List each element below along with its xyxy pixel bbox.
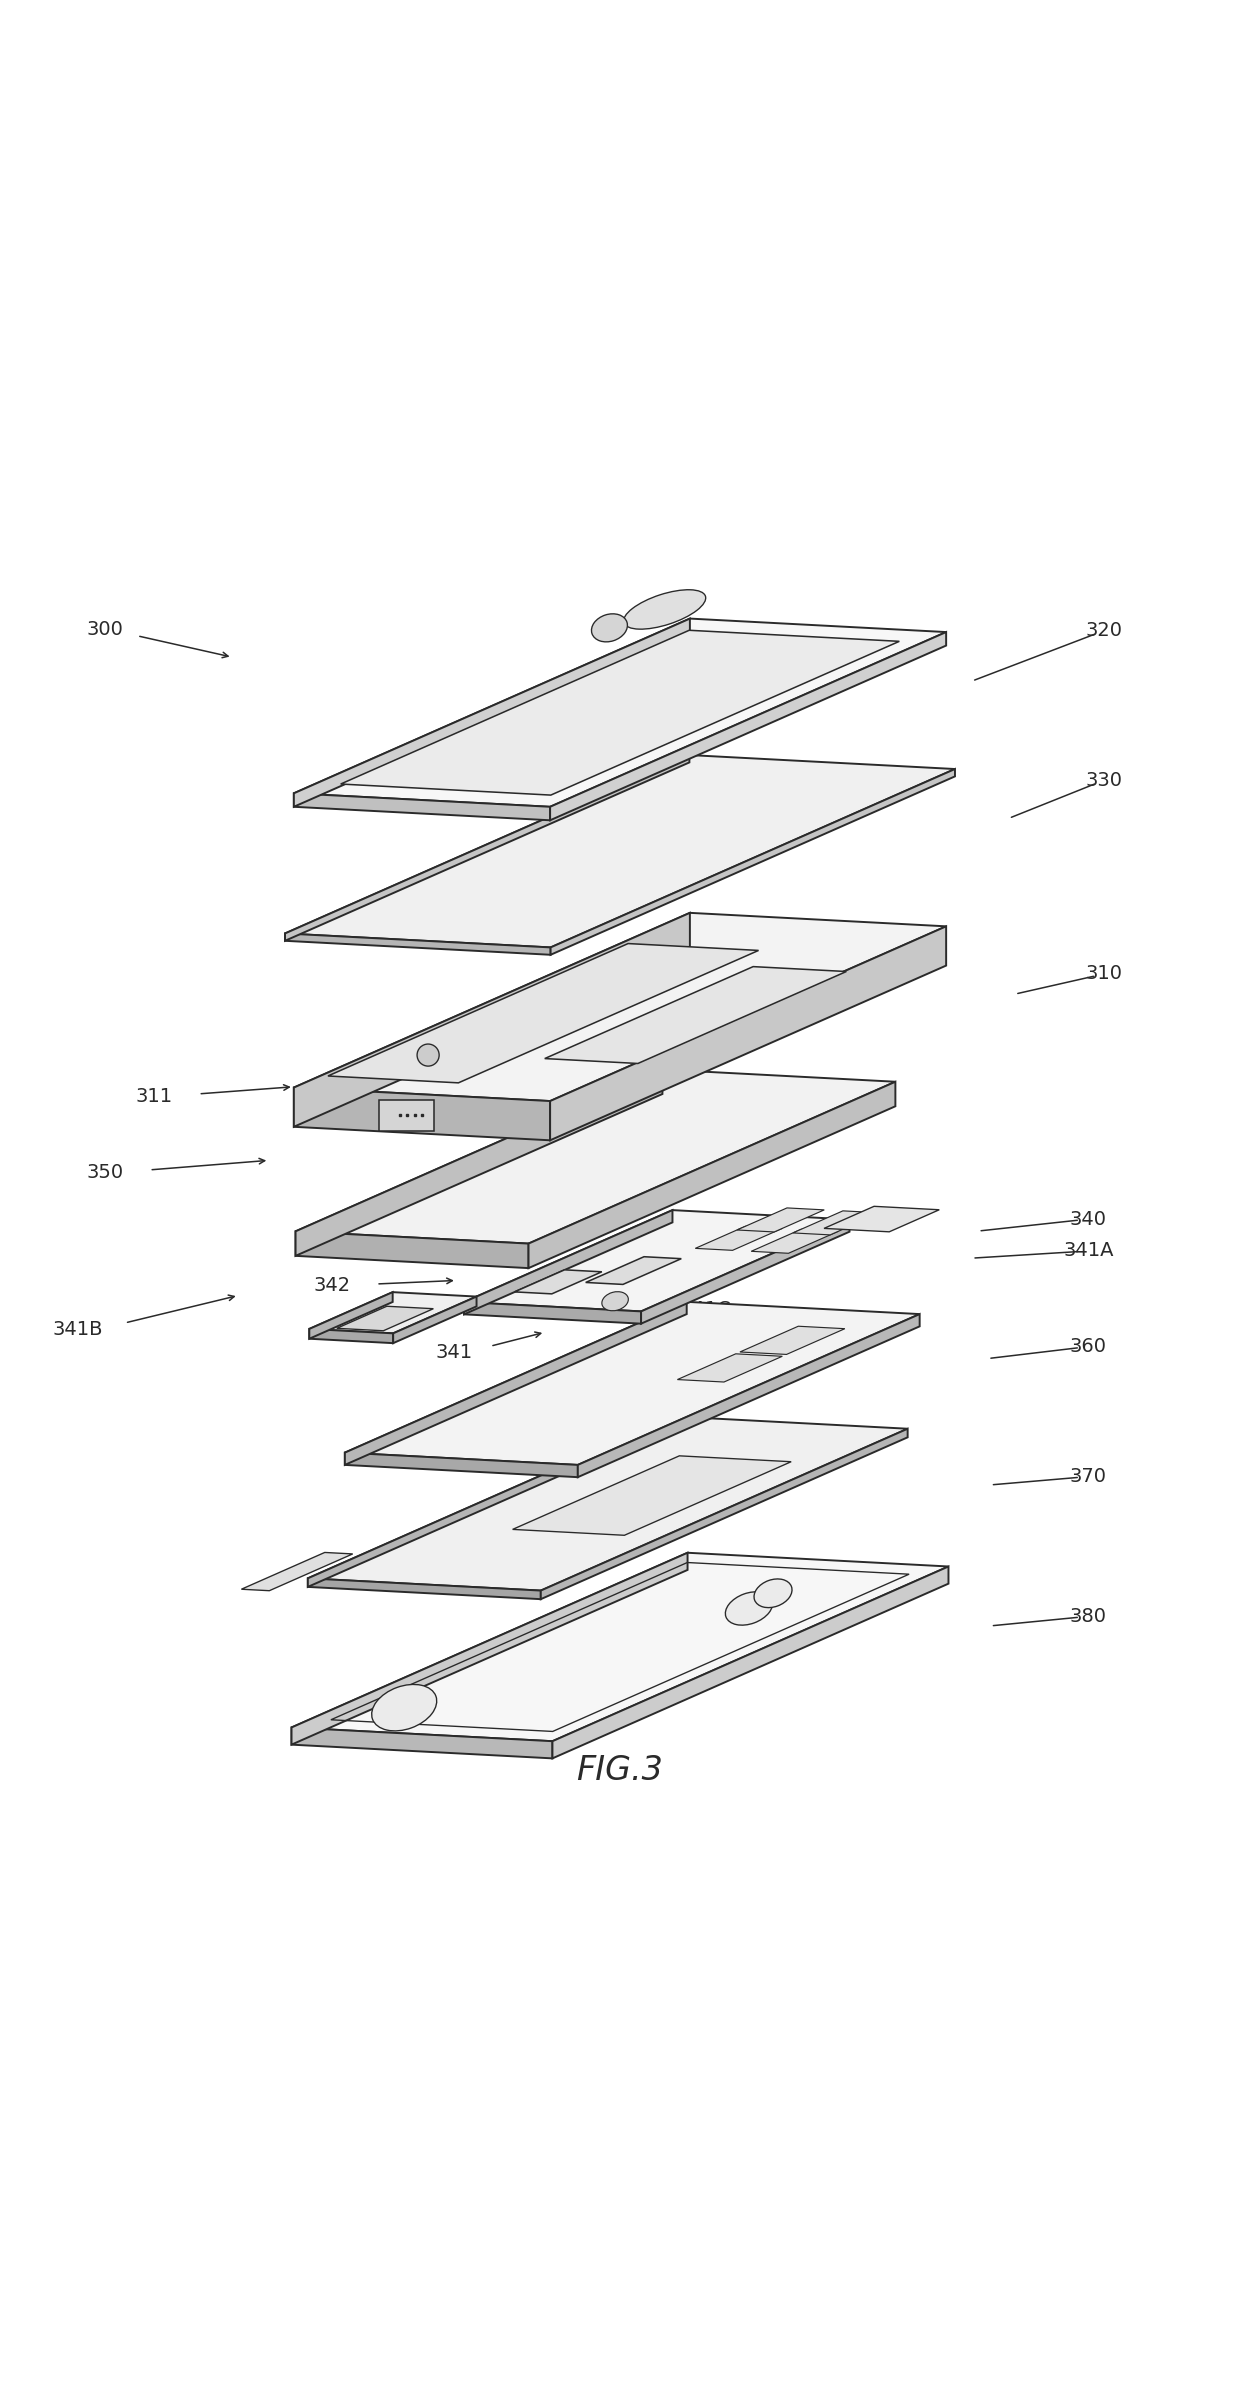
Polygon shape — [464, 1209, 849, 1312]
Polygon shape — [825, 1207, 939, 1233]
Polygon shape — [242, 1551, 352, 1590]
Polygon shape — [291, 1728, 553, 1757]
Text: 340: 340 — [1070, 1209, 1107, 1228]
Polygon shape — [327, 943, 759, 1082]
Polygon shape — [308, 1578, 541, 1599]
Polygon shape — [553, 1566, 949, 1757]
Polygon shape — [677, 1355, 782, 1381]
Polygon shape — [309, 1293, 476, 1333]
Polygon shape — [551, 632, 946, 821]
Polygon shape — [285, 754, 955, 948]
Text: 341: 341 — [436, 1343, 472, 1362]
Text: 342: 342 — [314, 1276, 351, 1295]
Text: 341C: 341C — [681, 1300, 732, 1319]
Text: 330: 330 — [1086, 771, 1122, 790]
Text: 350: 350 — [87, 1163, 124, 1183]
Polygon shape — [541, 1429, 908, 1599]
Polygon shape — [295, 1070, 895, 1242]
Polygon shape — [291, 1554, 949, 1740]
Polygon shape — [294, 912, 946, 1101]
Polygon shape — [578, 1314, 920, 1477]
Ellipse shape — [725, 1592, 773, 1626]
Text: FIG.3: FIG.3 — [577, 1755, 663, 1788]
Polygon shape — [544, 967, 847, 1063]
Polygon shape — [792, 1211, 880, 1235]
Polygon shape — [337, 1307, 434, 1331]
Polygon shape — [740, 1326, 844, 1355]
Polygon shape — [294, 618, 946, 807]
Polygon shape — [285, 754, 689, 941]
Text: 300: 300 — [87, 620, 124, 639]
Polygon shape — [751, 1228, 838, 1254]
Polygon shape — [528, 1082, 895, 1269]
Polygon shape — [295, 1070, 662, 1257]
Polygon shape — [294, 792, 551, 821]
Polygon shape — [551, 768, 955, 955]
Polygon shape — [393, 1298, 476, 1343]
Polygon shape — [294, 912, 689, 1128]
Ellipse shape — [754, 1580, 792, 1609]
Polygon shape — [641, 1219, 849, 1324]
Polygon shape — [294, 1087, 551, 1140]
Ellipse shape — [601, 1293, 629, 1312]
Polygon shape — [464, 1209, 672, 1314]
Text: 320: 320 — [1086, 620, 1122, 639]
Text: 360: 360 — [1070, 1338, 1107, 1355]
Polygon shape — [294, 618, 689, 807]
Polygon shape — [345, 1302, 687, 1465]
Polygon shape — [341, 630, 899, 795]
Polygon shape — [309, 1329, 393, 1343]
Polygon shape — [345, 1302, 920, 1465]
Polygon shape — [309, 1293, 393, 1338]
Polygon shape — [585, 1257, 681, 1286]
Ellipse shape — [591, 613, 627, 642]
Polygon shape — [308, 1417, 908, 1590]
Polygon shape — [379, 1101, 434, 1130]
Polygon shape — [308, 1417, 675, 1587]
Ellipse shape — [372, 1685, 436, 1731]
Ellipse shape — [624, 589, 706, 630]
Text: 310: 310 — [1086, 965, 1122, 984]
Polygon shape — [295, 1231, 528, 1269]
Text: 370: 370 — [1070, 1468, 1107, 1487]
Polygon shape — [515, 1269, 601, 1293]
Polygon shape — [512, 1456, 791, 1535]
Text: 380: 380 — [1070, 1606, 1107, 1626]
Polygon shape — [551, 926, 946, 1140]
Polygon shape — [737, 1209, 825, 1233]
Polygon shape — [345, 1453, 578, 1477]
Polygon shape — [464, 1302, 641, 1324]
Text: 341B: 341B — [53, 1319, 103, 1338]
Text: 341A: 341A — [1063, 1242, 1114, 1262]
Polygon shape — [285, 934, 551, 955]
Text: 311: 311 — [135, 1087, 172, 1106]
Polygon shape — [696, 1226, 782, 1250]
Ellipse shape — [417, 1044, 439, 1065]
Polygon shape — [291, 1554, 687, 1745]
